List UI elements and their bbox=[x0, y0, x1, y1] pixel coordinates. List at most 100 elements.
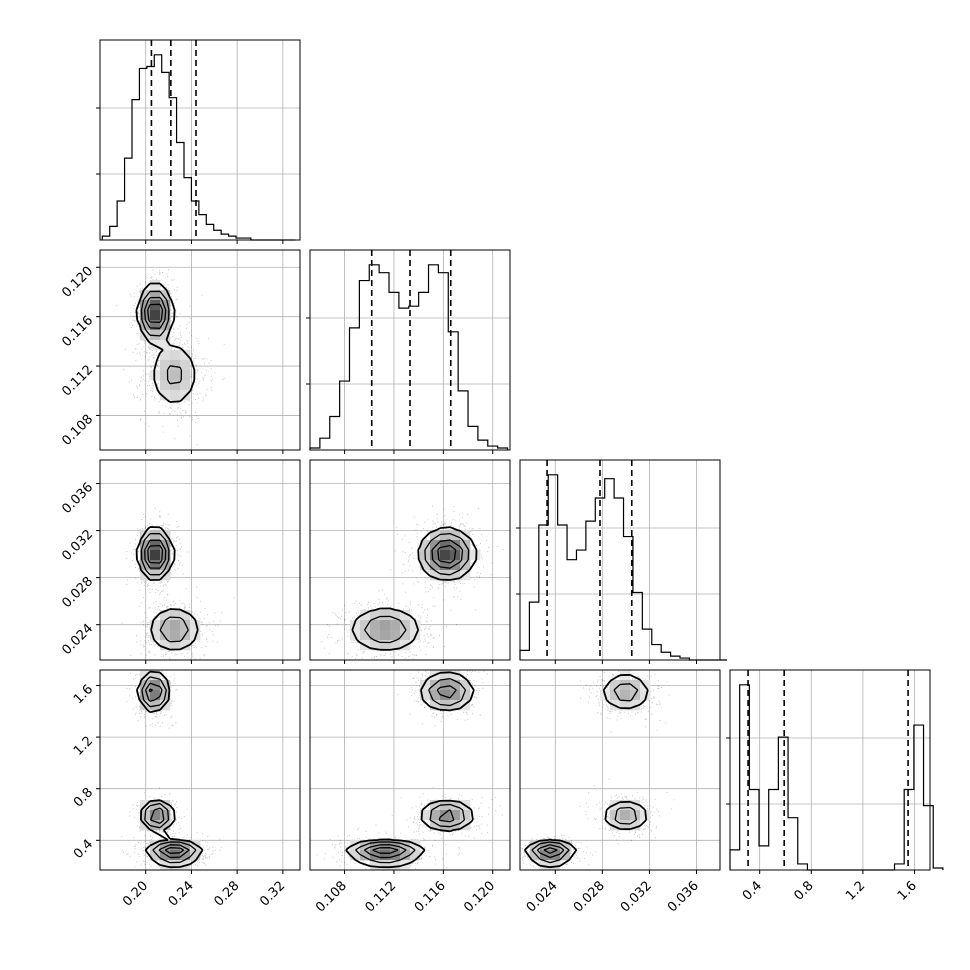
density-cell bbox=[140, 700, 151, 711]
density-cell bbox=[430, 700, 441, 711]
histogram-p1 bbox=[101, 54, 296, 241]
density-cell bbox=[350, 850, 361, 861]
density-cell bbox=[190, 630, 201, 641]
density-cell bbox=[150, 840, 161, 851]
density-cell bbox=[190, 850, 201, 861]
density-cell bbox=[150, 670, 161, 681]
contour-level-0 bbox=[135, 526, 199, 651]
density-cell bbox=[400, 850, 411, 861]
y-tick-label-p4: 0.4 bbox=[71, 837, 96, 862]
density-cell bbox=[470, 550, 481, 561]
density-cell bbox=[160, 540, 171, 551]
density-cell bbox=[140, 320, 151, 331]
density-cell bbox=[170, 860, 181, 870]
y-tick-label-p4: 1.6 bbox=[71, 682, 96, 707]
density-cell bbox=[540, 860, 551, 870]
density-cell bbox=[630, 820, 641, 831]
density-cell bbox=[370, 640, 381, 651]
density-cell bbox=[430, 680, 441, 691]
density-cell bbox=[610, 690, 621, 701]
panel-p2-p3 bbox=[309, 459, 511, 664]
density-cell bbox=[150, 290, 161, 301]
density-cell bbox=[430, 560, 441, 571]
density-cell bbox=[370, 860, 381, 870]
density-cell bbox=[400, 610, 411, 621]
contour-level-0 bbox=[351, 526, 478, 651]
density-cell bbox=[460, 690, 471, 701]
density-cell bbox=[420, 540, 431, 551]
x-tick-label-p1: 0.20 bbox=[120, 878, 151, 909]
density-cell bbox=[640, 690, 651, 701]
y-tick-label-p3: 0.028 bbox=[59, 574, 96, 611]
density-cell bbox=[440, 810, 451, 821]
density-cell bbox=[450, 700, 461, 711]
panel-frame bbox=[729, 669, 931, 871]
density-cell bbox=[170, 360, 181, 371]
density-cell bbox=[150, 820, 161, 831]
density-cell bbox=[180, 360, 191, 371]
density-cell bbox=[170, 350, 181, 361]
density-cell bbox=[630, 680, 641, 691]
contour-level-3 bbox=[372, 847, 399, 854]
density-cell bbox=[430, 540, 441, 551]
density-cell bbox=[450, 670, 461, 681]
hist-panel-p2 bbox=[306, 249, 511, 454]
panel-border bbox=[519, 459, 721, 661]
density-cell bbox=[420, 560, 431, 571]
panel-border bbox=[99, 249, 301, 451]
panel-frame bbox=[99, 39, 301, 241]
contour-level-2 bbox=[364, 685, 457, 859]
density-cell bbox=[160, 370, 171, 381]
x-tick-label-p4: 0.8 bbox=[791, 878, 816, 903]
panel-p1-p2 bbox=[96, 249, 301, 454]
density-cell bbox=[160, 800, 171, 811]
panel-frame bbox=[519, 459, 721, 661]
x-tick-label-p4: 0.4 bbox=[740, 878, 765, 903]
y-tick-label-p2: 0.120 bbox=[59, 264, 96, 301]
panel-p1-p4 bbox=[96, 669, 301, 874]
density-cell bbox=[390, 640, 401, 651]
density-cell bbox=[550, 860, 561, 870]
density-cell bbox=[160, 810, 171, 821]
density-cell bbox=[410, 620, 421, 631]
density-cell bbox=[440, 530, 451, 541]
density-cell bbox=[440, 540, 451, 551]
contour-level-3 bbox=[147, 303, 164, 323]
density-cell bbox=[380, 610, 391, 621]
density-cell bbox=[370, 610, 381, 621]
density-cell bbox=[380, 620, 391, 631]
density-cell bbox=[360, 610, 371, 621]
contour-level-1 bbox=[140, 290, 183, 385]
density-cell bbox=[380, 850, 391, 861]
x-tick-label-p2: 0.120 bbox=[461, 878, 498, 915]
density-cell bbox=[160, 840, 171, 851]
panel-border bbox=[99, 39, 301, 241]
density-cell bbox=[400, 620, 411, 631]
density-cell bbox=[140, 560, 151, 571]
panel-content bbox=[310, 670, 510, 870]
panel-p1-p3 bbox=[96, 459, 301, 664]
density-cell bbox=[460, 550, 471, 561]
panel-content bbox=[100, 670, 300, 870]
density-cell bbox=[150, 560, 161, 571]
density-cell bbox=[430, 800, 441, 811]
histogram-p3 bbox=[519, 474, 728, 661]
density-cell bbox=[360, 630, 371, 641]
density-cell bbox=[160, 560, 171, 571]
density-cell bbox=[150, 280, 161, 291]
density-cell bbox=[460, 680, 471, 691]
contour-level-2 bbox=[536, 844, 565, 859]
density-cell bbox=[380, 860, 391, 870]
density-cell bbox=[170, 370, 181, 381]
density-cell bbox=[180, 850, 191, 861]
panel-border bbox=[729, 669, 931, 871]
density-cell bbox=[160, 380, 171, 391]
density-cell bbox=[160, 820, 171, 831]
density-cell bbox=[140, 540, 151, 551]
density-cell bbox=[420, 810, 431, 821]
y-tick-label-p3: 0.032 bbox=[59, 527, 96, 564]
density-cell bbox=[530, 840, 541, 851]
panel-p3-p4 bbox=[519, 669, 721, 874]
density-cell bbox=[160, 300, 171, 311]
contour-level-3 bbox=[148, 688, 184, 854]
